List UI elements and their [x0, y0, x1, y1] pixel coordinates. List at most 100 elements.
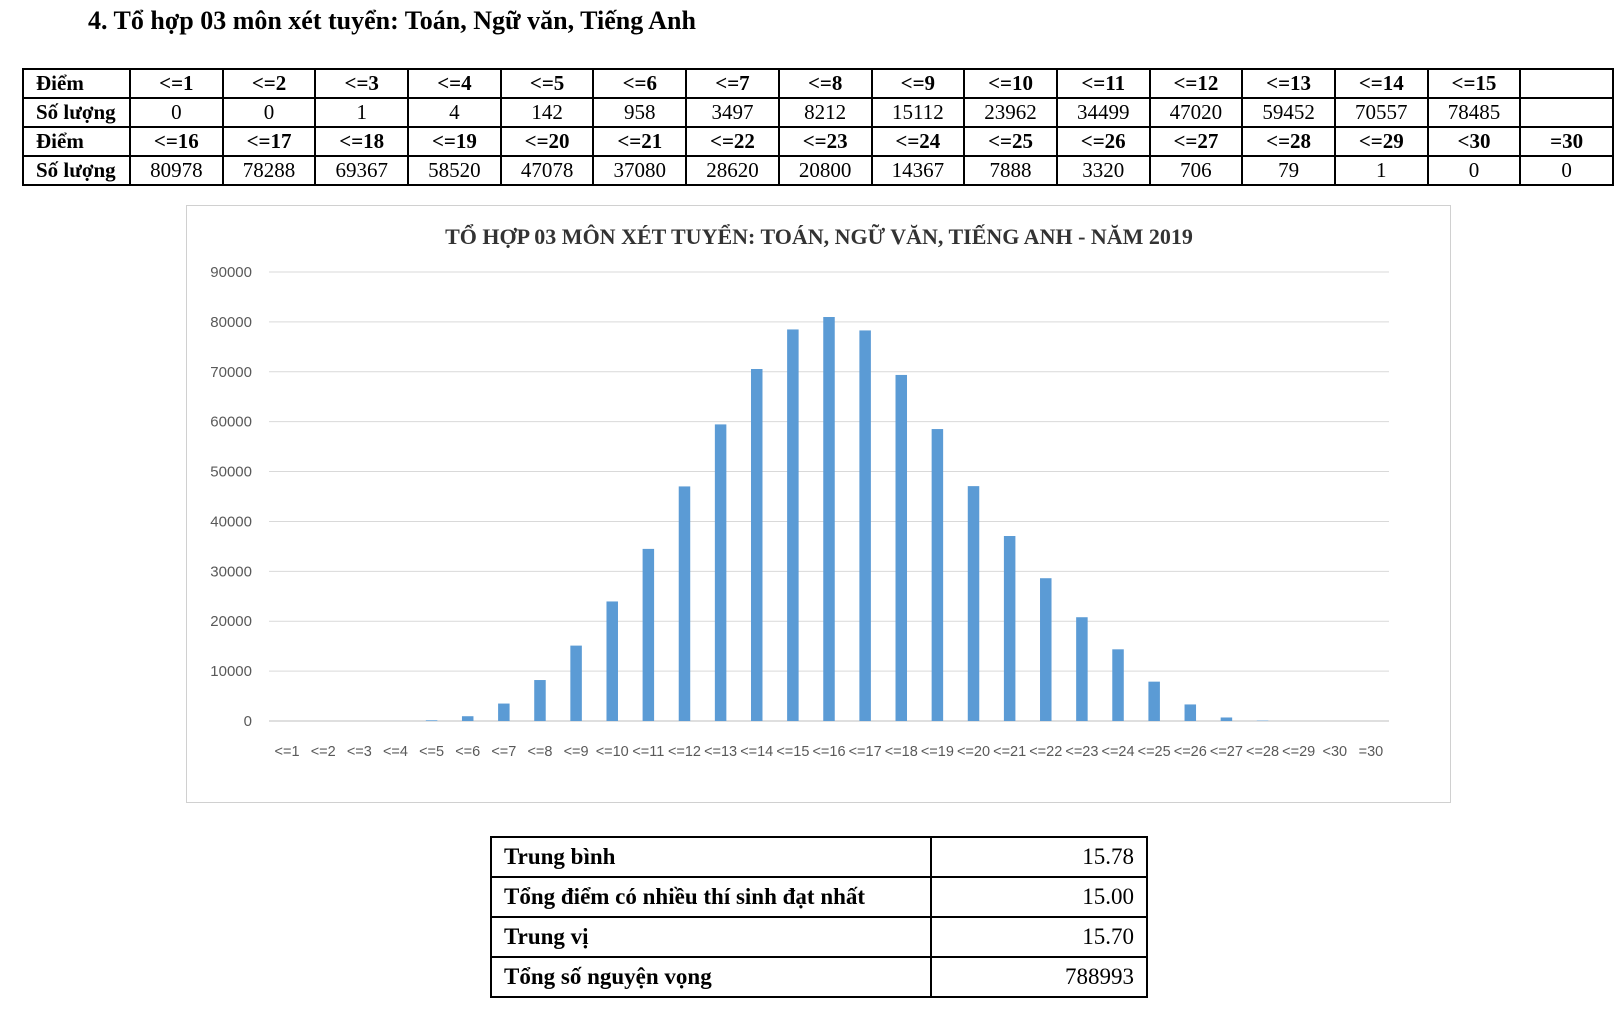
- y-tick-label: 20000: [210, 613, 252, 630]
- count-cell: 20800: [777, 155, 873, 186]
- x-tick-label: <=28: [1246, 744, 1279, 760]
- bar: [678, 486, 691, 721]
- bar: [859, 330, 871, 721]
- count-cell: 1: [314, 97, 410, 128]
- x-tick-label: <=26: [1174, 744, 1207, 760]
- count-cell: 70557: [1333, 97, 1429, 128]
- chart-x-axis: <=1 <=2 <=3 <=4 <=5 <=6 <=7 <=8 <=9 <=10 <=11 <=12 <…: [275, 744, 1384, 760]
- stats-value: 15.78: [930, 836, 1148, 878]
- score-row: Điểm <=16 <=17 <=18 <=19 <=20 <=21 <=22 <=23 <=24…: [22, 126, 1614, 157]
- score-cell: <=5: [499, 68, 595, 99]
- score-cell: <=28: [1241, 126, 1336, 157]
- score-cell: <=19: [407, 126, 502, 157]
- score-distribution-chart: TỔ HỢP 03 MÔN XÉT TUYỂN: TOÁN, NGỮ VĂN, …: [186, 205, 1451, 803]
- x-tick-label: <=3: [347, 744, 372, 760]
- bar: [1040, 578, 1052, 721]
- count-cell: 7888: [963, 155, 1058, 186]
- x-tick-label: <30: [1323, 744, 1348, 760]
- count-cell: 958: [592, 97, 688, 128]
- chart-y-axis: 0 10000 20000 30000 40000 50000 60000 70000 8000…: [210, 264, 252, 730]
- count-cell: 37080: [592, 155, 688, 186]
- count-cell: 0: [1426, 155, 1522, 186]
- count-cell: 14367: [870, 155, 966, 186]
- count-cell: 142: [499, 97, 595, 128]
- count-cell: 1: [1333, 155, 1429, 186]
- x-tick-label: <=12: [668, 744, 701, 760]
- stats-label: Tổng số nguyện vọng: [490, 956, 932, 998]
- stats-value: 15.70: [930, 916, 1148, 958]
- y-tick-label: 30000: [210, 563, 252, 580]
- stats-row: Tổng điểm có nhiều thí sinh đạt nhất 15.0…: [490, 876, 1148, 918]
- x-tick-label: <=10: [596, 744, 629, 760]
- x-tick-label: <=15: [776, 744, 809, 760]
- x-tick-label: <=19: [921, 744, 954, 760]
- x-tick-label: <=24: [1101, 744, 1134, 760]
- x-tick-label: <=6: [455, 744, 480, 760]
- count-cell: 0: [129, 97, 224, 128]
- score-cell: =30: [1519, 126, 1614, 157]
- chart-title: TỔ HỢP 03 MÔN XÉT TUYỂN: TOÁN, NGỮ VĂN, …: [445, 224, 1193, 249]
- score-cell: <=16: [129, 126, 224, 157]
- score-cell: <=12: [1148, 68, 1244, 99]
- bar: [1148, 681, 1160, 721]
- score-cell: <=15: [1426, 68, 1522, 99]
- x-tick-label: <=23: [1065, 744, 1098, 760]
- summary-stats-table: Trung bình 15.78 Tổng điểm có nhiều thí si…: [490, 836, 1148, 998]
- score-cell: <=2: [221, 68, 317, 99]
- count-cell: 34499: [1055, 97, 1151, 128]
- bar: [1003, 536, 1016, 721]
- stats-value: 15.00: [930, 876, 1148, 918]
- count-cell: 59452: [1241, 97, 1336, 128]
- x-tick-label: <=7: [491, 744, 516, 760]
- bar: [1112, 649, 1124, 721]
- x-tick-label: <=27: [1210, 744, 1243, 760]
- count-cell: 80978: [129, 155, 224, 186]
- y-tick-label: 80000: [210, 314, 252, 331]
- score-cell: <=24: [870, 126, 966, 157]
- score-cell: <=29: [1333, 126, 1429, 157]
- score-cell: <=13: [1241, 68, 1336, 99]
- bar: [642, 548, 655, 721]
- stats-label: Tổng điểm có nhiều thí sinh đạt nhất: [490, 876, 932, 918]
- stats-value: 788993: [930, 956, 1148, 998]
- score-row-header: Điểm: [22, 68, 131, 99]
- count-cell: 28620: [685, 155, 780, 186]
- x-tick-label: <=13: [704, 744, 737, 760]
- bar: [1184, 704, 1197, 721]
- count-cell: 78288: [221, 155, 317, 186]
- bar: [570, 645, 582, 721]
- score-cell: <=26: [1055, 126, 1151, 157]
- count-row: Số lượng 0 0 1 4 142 958 3497 8212 15112 23962 3449…: [22, 97, 1614, 128]
- bar: [1076, 617, 1088, 721]
- score-cell: <=3: [314, 68, 410, 99]
- x-tick-label: <=2: [311, 744, 336, 760]
- score-cell: <30: [1426, 126, 1522, 157]
- x-tick-label: <=29: [1282, 744, 1315, 760]
- count-cell: 8212: [777, 97, 873, 128]
- x-tick-label: <=17: [849, 744, 882, 760]
- score-row: Điểm <=1 <=2 <=3 <=4 <=5 <=6 <=7 <=8 <=9 <=10 <=11 <…: [22, 68, 1614, 99]
- stats-row: Tổng số nguyện vọng 788993: [490, 956, 1148, 998]
- score-cell: <=8: [777, 68, 873, 99]
- score-cell: <=14: [1333, 68, 1429, 99]
- score-cell: <=22: [685, 126, 780, 157]
- score-cell: <=7: [685, 68, 780, 99]
- count-cell: 47078: [499, 155, 595, 186]
- bar: [787, 329, 799, 721]
- x-tick-label: <=8: [527, 744, 552, 760]
- x-tick-label: <=4: [383, 744, 408, 760]
- section-heading: 4. Tổ hợp 03 môn xét tuyển: Toán, Ngữ vă…: [88, 6, 696, 35]
- y-tick-label: 90000: [210, 264, 252, 281]
- score-cell: [1519, 68, 1614, 99]
- count-cell: 78485: [1426, 97, 1522, 128]
- stats-label: Trung bình: [490, 836, 932, 878]
- score-distribution-table: Điểm <=1 <=2 <=3 <=4 <=5 <=6 <=7 <=8 <=9 <=10 <=11 <…: [22, 68, 1614, 186]
- score-cell: <=18: [314, 126, 410, 157]
- count-row: Số lượng 80978 78288 69367 58520 47078 37080 28…: [22, 155, 1614, 186]
- score-cell: <=4: [407, 68, 502, 99]
- count-row-header: Số lượng: [22, 155, 131, 186]
- x-tick-label: <=20: [957, 744, 990, 760]
- x-tick-label: <=21: [993, 744, 1026, 760]
- chart-bars: [389, 317, 1269, 721]
- score-cell: <=27: [1148, 126, 1244, 157]
